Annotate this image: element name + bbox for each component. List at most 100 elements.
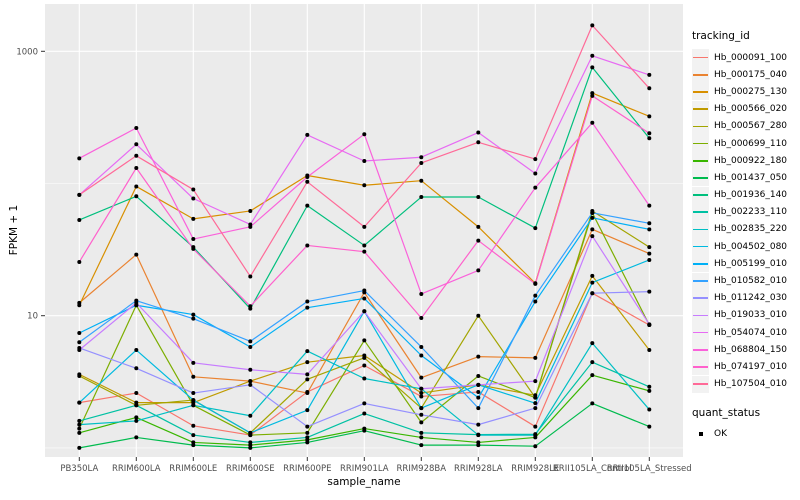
- data-point: [647, 384, 652, 389]
- data-point: [476, 140, 481, 145]
- data-point: [362, 411, 367, 416]
- data-point: [248, 445, 253, 450]
- legend-color-line: [693, 228, 708, 231]
- legend-color-line: [693, 280, 708, 282]
- data-point: [248, 208, 253, 213]
- legend-item: Hb_068804_150: [692, 341, 800, 359]
- data-point: [305, 349, 310, 354]
- data-point: [134, 194, 139, 199]
- legend-item: Hb_004502_080: [692, 238, 800, 256]
- data-point: [191, 216, 196, 221]
- data-point: [533, 379, 538, 384]
- data-point: [134, 403, 139, 408]
- legend-color-line: [693, 177, 708, 179]
- legend-item-label: Hb_005199_010: [714, 258, 788, 269]
- data-point: [419, 291, 424, 296]
- legend-color-line: [693, 348, 708, 351]
- legend-key-swatch: [692, 358, 709, 376]
- legend-title-tracking-id: tracking_id: [692, 30, 750, 42]
- legend-item: Hb_005199_010: [692, 255, 800, 273]
- data-point: [647, 72, 652, 77]
- data-point: [590, 401, 595, 406]
- data-point: [647, 388, 652, 393]
- legend-key-swatch: [692, 152, 709, 170]
- data-point: [77, 340, 82, 345]
- data-point: [362, 363, 367, 368]
- data-point: [476, 224, 481, 229]
- data-point: [305, 299, 310, 304]
- data-point: [305, 435, 310, 440]
- data-point: [533, 281, 538, 286]
- data-point: [476, 195, 481, 200]
- legend-color-line: [693, 366, 708, 368]
- data-point: [191, 246, 196, 251]
- data-point: [248, 224, 253, 229]
- data-point: [305, 391, 310, 396]
- data-point: [590, 53, 595, 58]
- x-tick-label: RRIM901LA: [340, 464, 389, 474]
- data-point: [305, 360, 310, 365]
- data-point: [305, 305, 310, 310]
- legend: tracking_id Hb_000091_100 Hb_000175_040 Hb…: [692, 30, 800, 443]
- legend-key-swatch: [692, 83, 709, 101]
- legend-item-label: Hb_011242_030: [714, 293, 788, 304]
- data-point: [362, 158, 367, 163]
- data-point: [476, 443, 481, 448]
- data-point: [77, 192, 82, 197]
- data-point: [134, 165, 139, 170]
- legend-key-swatch: [692, 306, 709, 324]
- data-point: [533, 157, 538, 162]
- legend-item: Hb_001936_140: [692, 186, 800, 204]
- legend-item-label: Hb_068804_150: [714, 344, 788, 355]
- legend-color-line: [693, 125, 708, 128]
- data-point: [533, 226, 538, 231]
- legend-key-swatch: [692, 220, 709, 238]
- x-tick-label: PB350LA: [60, 464, 98, 474]
- data-point: [191, 237, 196, 242]
- data-point: [476, 373, 481, 378]
- x-tick-label: RRII105LA_Stressed: [607, 464, 692, 474]
- data-point: [77, 330, 82, 335]
- data-point: [647, 221, 652, 226]
- data-point: [419, 412, 424, 417]
- data-point: [590, 210, 595, 215]
- x-tick-label: RRII105LA_Control: [553, 464, 632, 474]
- data-point: [590, 273, 595, 278]
- legend-item-label: Hb_074197_010: [714, 361, 788, 372]
- data-point: [362, 288, 367, 293]
- legend-key-swatch: [692, 66, 709, 84]
- legend-title-quant-status: quant_status: [692, 406, 761, 419]
- legend-item-label: Hb_000566_020: [714, 104, 788, 115]
- data-point: [419, 316, 424, 321]
- legend-item-label: Hb_001437_050: [714, 172, 788, 183]
- data-point: [647, 131, 652, 136]
- legend-color-line: [693, 56, 708, 59]
- legend-key-swatch: [692, 203, 709, 221]
- data-point: [77, 156, 82, 161]
- data-point: [191, 443, 196, 448]
- data-point: [77, 426, 82, 431]
- data-point: [134, 153, 139, 158]
- data-point: [362, 355, 367, 360]
- legend-key-swatch: [692, 375, 709, 393]
- legend-key-swatch: [692, 272, 709, 290]
- legend-tracking-items: Hb_000091_100 Hb_000175_040 Hb_000275_130 H…: [692, 49, 800, 393]
- legend-key-swatch: [692, 324, 709, 342]
- data-point: [533, 444, 538, 449]
- data-point: [419, 155, 424, 160]
- data-point: [362, 249, 367, 254]
- data-point: [533, 299, 538, 304]
- legend-color-line: [693, 73, 708, 76]
- data-point: [134, 348, 139, 353]
- y-tick-label: 1000: [16, 47, 38, 57]
- legend-item: Hb_000566_020: [692, 100, 800, 118]
- legend-key-swatch: [692, 135, 709, 153]
- data-point: [134, 391, 139, 396]
- legend-key-swatch: [692, 186, 709, 204]
- x-tick-label: RRIM600PE: [283, 464, 331, 474]
- legend-color-line: [693, 159, 708, 162]
- data-point: [590, 65, 595, 70]
- legend-color-line: [693, 331, 708, 334]
- x-tick-label: RRIM600LE: [169, 464, 217, 474]
